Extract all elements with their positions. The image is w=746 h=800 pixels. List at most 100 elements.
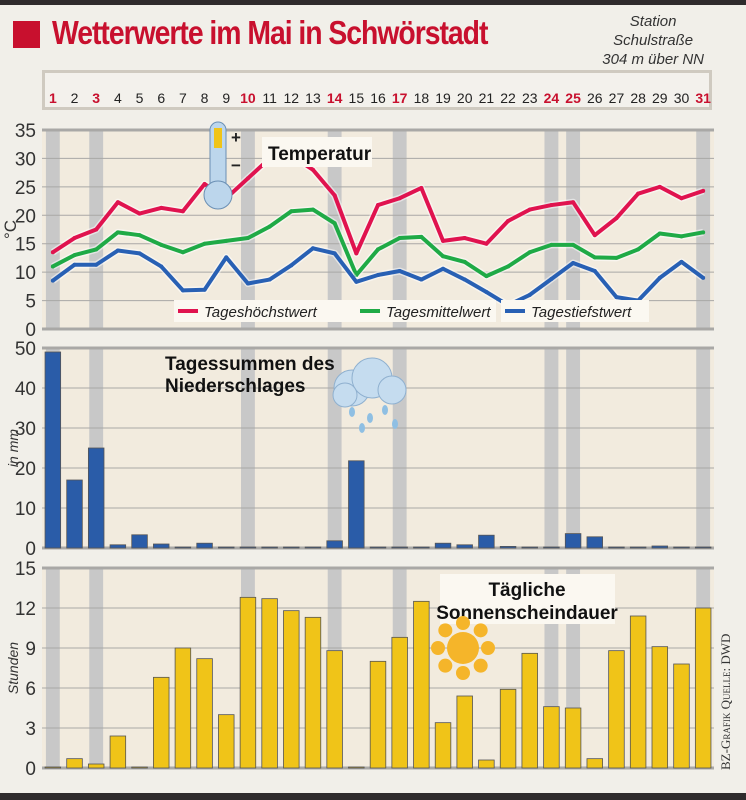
data-point [592,269,597,274]
y-axis-label: °C [1,220,20,239]
data-point [441,266,446,271]
y-tick-label: 35 [15,121,36,142]
bar [543,706,560,769]
data-point [137,251,142,256]
day-label: 1 [49,90,57,106]
bar [261,598,278,769]
day-label: 6 [157,90,165,106]
day-label: 8 [201,90,209,106]
weekend-column [566,348,581,548]
data-point [115,230,120,235]
data-point [72,253,77,258]
data-point [636,247,641,252]
data-point [484,274,489,279]
day-label: 21 [479,90,495,106]
bar [66,479,83,549]
day-label: 16 [370,90,386,106]
y-tick-label: 3 [25,719,36,740]
bar [153,543,170,549]
day-label: 17 [392,90,408,106]
chart-title-line: Niederschlages [165,376,305,397]
data-point [657,231,662,236]
data-point [397,269,402,274]
bar [283,546,300,549]
weekend-column [45,130,60,329]
bar [521,652,538,769]
data-point [592,255,597,260]
data-point [614,295,619,300]
bar [218,714,235,769]
data-point [289,263,294,268]
legend-bg [356,300,496,322]
data-point [506,264,511,269]
data-point [527,292,532,297]
weekend-column [392,130,407,329]
sun-ray [431,641,445,655]
bar [651,545,669,549]
raindrop [382,405,388,415]
weekend-column [240,348,255,548]
data-point [267,224,272,229]
data-point [679,196,684,201]
legend-label: Tagesmittelwert [386,304,491,321]
bar [369,546,387,549]
y-tick-label: 0 [25,320,36,341]
bar [456,544,473,549]
y-tick-label: 20 [15,206,36,227]
day-label: 12 [284,90,300,106]
bar [153,676,170,769]
day-label: 14 [327,90,343,106]
bar [629,546,647,549]
y-tick-label: 20 [15,459,36,480]
bar [304,616,322,769]
weekend-column [696,130,711,329]
data-point [462,259,467,264]
bar [369,660,387,769]
y-tick-label: 15 [15,235,36,256]
bar [586,758,603,769]
data-point [72,236,77,241]
day-label: 5 [136,90,144,106]
data-point [310,207,315,212]
bar [694,607,712,769]
sun-ray [481,641,495,655]
weekend-column [696,348,711,548]
bar [543,546,560,549]
data-point [50,264,55,269]
day-label: 27 [609,90,625,106]
data-point [310,167,315,172]
bar [261,546,278,549]
bar [44,351,62,549]
bar [521,546,538,549]
bar [304,546,322,549]
bar [608,650,625,769]
title-bg [440,574,615,624]
data-point [701,230,706,235]
data-point [224,238,229,243]
data-point [701,188,706,193]
bar [499,688,517,769]
data-point [180,250,185,255]
bar [131,534,148,549]
y-tick-label: 25 [15,178,36,199]
day-label: 15 [349,90,365,106]
data-point [679,234,684,239]
data-point [679,259,684,264]
bar [434,722,452,769]
y-tick-label: 50 [15,339,36,360]
legend-bg [174,300,364,322]
legend-bg [501,300,649,322]
data-point [137,233,142,238]
y-tick-label: 6 [25,679,36,700]
data-point [202,241,207,246]
data-point [376,203,380,208]
day-label: 11 [262,90,277,106]
data-point [180,209,185,214]
data-point [376,247,380,252]
data-point [397,196,402,201]
data-point [441,238,446,243]
data-point [137,211,142,216]
bar [239,546,257,549]
bar [434,542,452,549]
